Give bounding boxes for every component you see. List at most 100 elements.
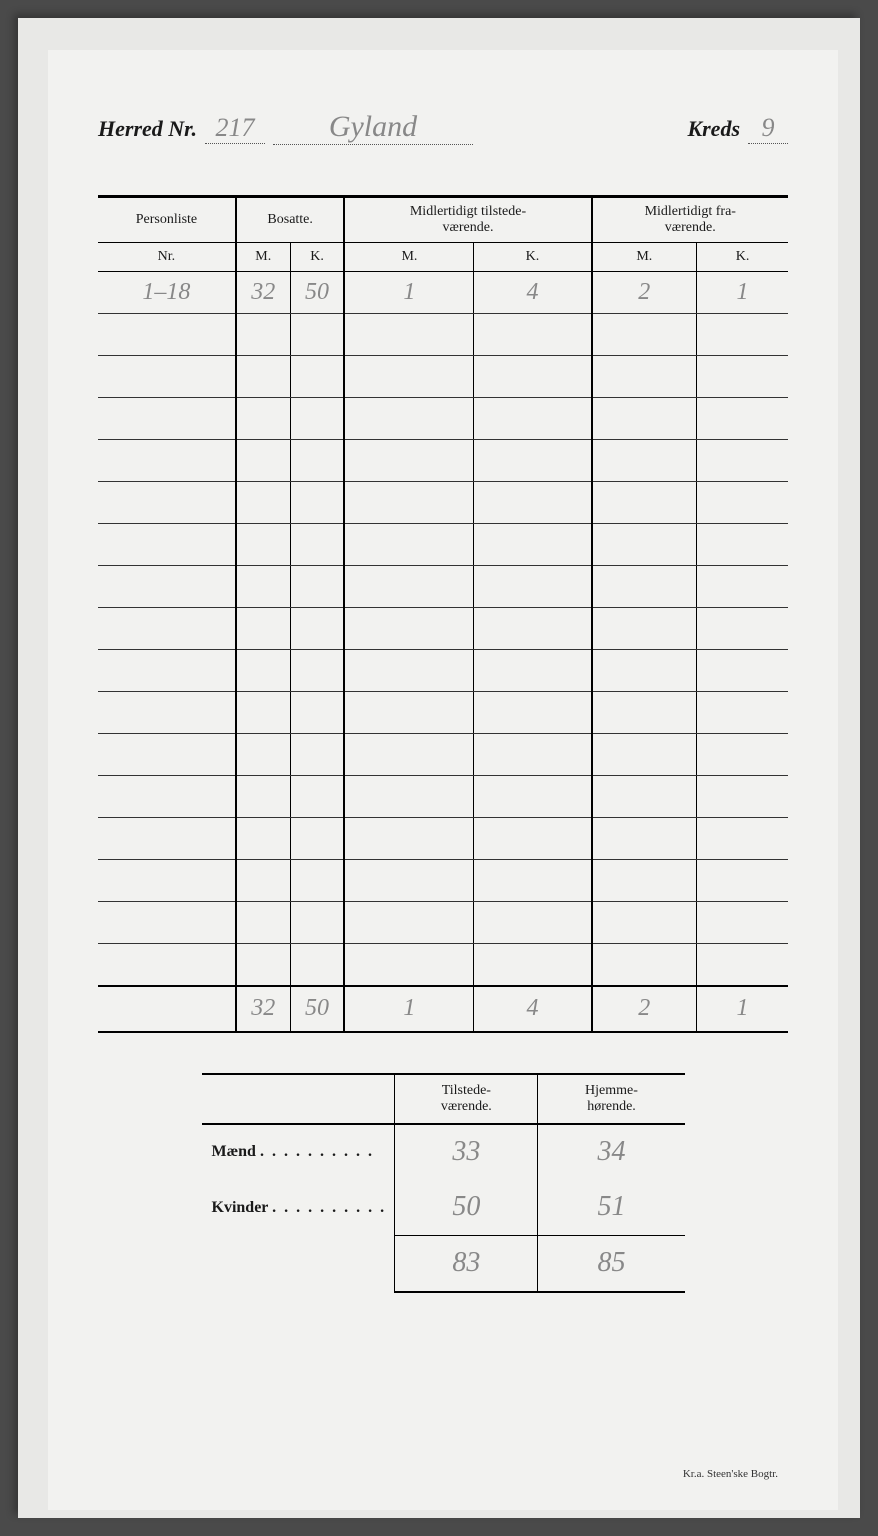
cell — [474, 818, 592, 860]
cell — [697, 944, 788, 986]
cell — [236, 398, 290, 440]
cell — [236, 314, 290, 356]
summary-tilstede: Tilstede- værende. — [395, 1074, 538, 1124]
cell: 1 — [697, 272, 788, 314]
cell — [344, 734, 473, 776]
cell — [98, 776, 236, 818]
cell — [592, 398, 697, 440]
cell — [236, 608, 290, 650]
cell — [290, 482, 344, 524]
col-personliste: Personliste — [98, 197, 236, 243]
cell — [697, 608, 788, 650]
table-row — [98, 902, 788, 944]
cell — [98, 902, 236, 944]
cell: 1 — [344, 272, 473, 314]
cell — [236, 650, 290, 692]
cell — [697, 650, 788, 692]
cell — [344, 524, 473, 566]
herred-label: Herred Nr. — [98, 116, 197, 142]
cell — [344, 440, 473, 482]
table-row — [98, 860, 788, 902]
cell — [344, 860, 473, 902]
sub-m2: M. — [344, 243, 473, 272]
cell — [344, 692, 473, 734]
cell — [290, 566, 344, 608]
cell — [697, 398, 788, 440]
cell — [98, 482, 236, 524]
cell — [592, 860, 697, 902]
cell — [592, 524, 697, 566]
cell — [697, 314, 788, 356]
header-row-2: Nr. M. K. M. K. M. K. — [98, 243, 788, 272]
summary-table: Tilstede- værende. Hjemme- hørende. Mænd… — [202, 1073, 685, 1293]
cell — [697, 440, 788, 482]
cell — [344, 776, 473, 818]
sub-m3: M. — [592, 243, 697, 272]
cell — [592, 902, 697, 944]
summary-blank — [202, 1074, 395, 1124]
col-tilstede: Midlertidigt tilstede- værende. — [344, 197, 591, 243]
cell — [290, 776, 344, 818]
cell: 2 — [592, 272, 697, 314]
table-row — [98, 776, 788, 818]
printer-footer: Kr.a. Steen'ske Bogtr. — [683, 1468, 778, 1480]
cell — [290, 902, 344, 944]
cell — [697, 902, 788, 944]
cell — [98, 566, 236, 608]
cell — [697, 482, 788, 524]
cell — [290, 524, 344, 566]
cell — [290, 650, 344, 692]
summary-val: 34 — [538, 1124, 685, 1180]
cell — [592, 944, 697, 986]
cell — [344, 566, 473, 608]
cell — [290, 608, 344, 650]
table-row — [98, 524, 788, 566]
cell — [474, 398, 592, 440]
cell — [290, 818, 344, 860]
cell — [290, 398, 344, 440]
table-row — [98, 650, 788, 692]
cell — [98, 608, 236, 650]
cell — [98, 692, 236, 734]
cell — [592, 482, 697, 524]
total-cell: 4 — [474, 986, 592, 1032]
cell — [98, 734, 236, 776]
cell — [290, 356, 344, 398]
cell — [474, 860, 592, 902]
cell — [236, 356, 290, 398]
cell — [290, 440, 344, 482]
cell — [697, 860, 788, 902]
cell — [697, 734, 788, 776]
cell — [236, 902, 290, 944]
cell — [474, 608, 592, 650]
cell — [344, 482, 473, 524]
cell — [474, 902, 592, 944]
cell — [98, 860, 236, 902]
cell — [697, 566, 788, 608]
table-row — [98, 944, 788, 986]
header-row-1: Personliste Bosatte. Midlertidigt tilste… — [98, 197, 788, 243]
cell: 1–18 — [98, 272, 236, 314]
cell — [474, 566, 592, 608]
cell — [344, 608, 473, 650]
total-cell: 50 — [290, 986, 344, 1032]
table-row — [98, 608, 788, 650]
cell — [98, 356, 236, 398]
cell — [98, 944, 236, 986]
table-row — [98, 356, 788, 398]
summary-label: Kvinder . . . . . . . . . . — [202, 1180, 395, 1236]
kreds-label: Kreds — [687, 116, 740, 142]
sub-k1: K. — [290, 243, 344, 272]
cell: 32 — [236, 272, 290, 314]
cell — [236, 860, 290, 902]
cell — [474, 692, 592, 734]
cell — [98, 650, 236, 692]
cell — [236, 818, 290, 860]
cell: 4 — [474, 272, 592, 314]
cell — [592, 818, 697, 860]
total-cell: 32 — [236, 986, 290, 1032]
cell — [592, 566, 697, 608]
cell — [592, 608, 697, 650]
sub-k2: K. — [474, 243, 592, 272]
herred-nr: 217 — [205, 113, 265, 144]
